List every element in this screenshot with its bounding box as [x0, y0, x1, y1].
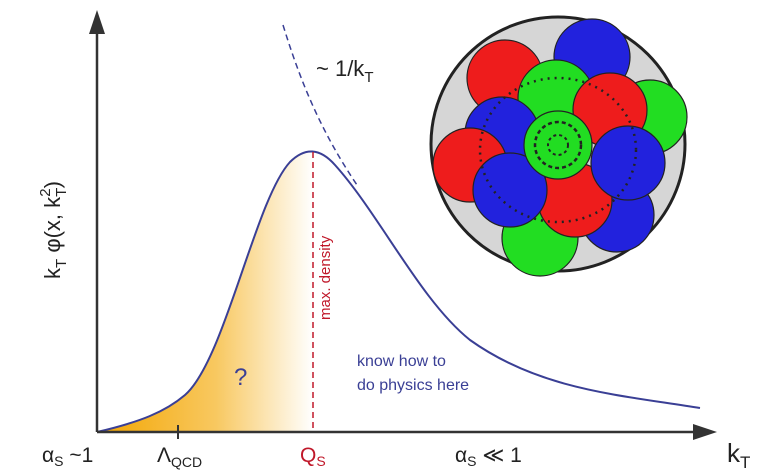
y-arrow — [89, 10, 105, 34]
y-axis-label: kT φ(x, kT2) — [37, 181, 70, 279]
x-marker: QS — [300, 444, 326, 469]
diagram: kT φ(x, kT2) ~ 1/kT max. density ? know … — [0, 0, 771, 473]
known-label: know how to — [357, 353, 446, 370]
x-marker: ΛQCD — [157, 444, 202, 470]
peak-label: max. density — [317, 235, 334, 320]
x-marker: αS ~1 — [42, 444, 93, 469]
unknown-label: ? — [234, 364, 247, 391]
nucleus — [431, 17, 687, 276]
known-label: do physics here — [357, 377, 469, 394]
x-marker: αS ≪ 1 — [455, 444, 522, 469]
nucleon — [591, 126, 665, 200]
unknown-area — [97, 152, 313, 432]
asymptote-label: ~ 1/kT — [316, 56, 373, 86]
x-arrow — [693, 424, 717, 440]
x-axis-label: kT — [727, 438, 750, 472]
